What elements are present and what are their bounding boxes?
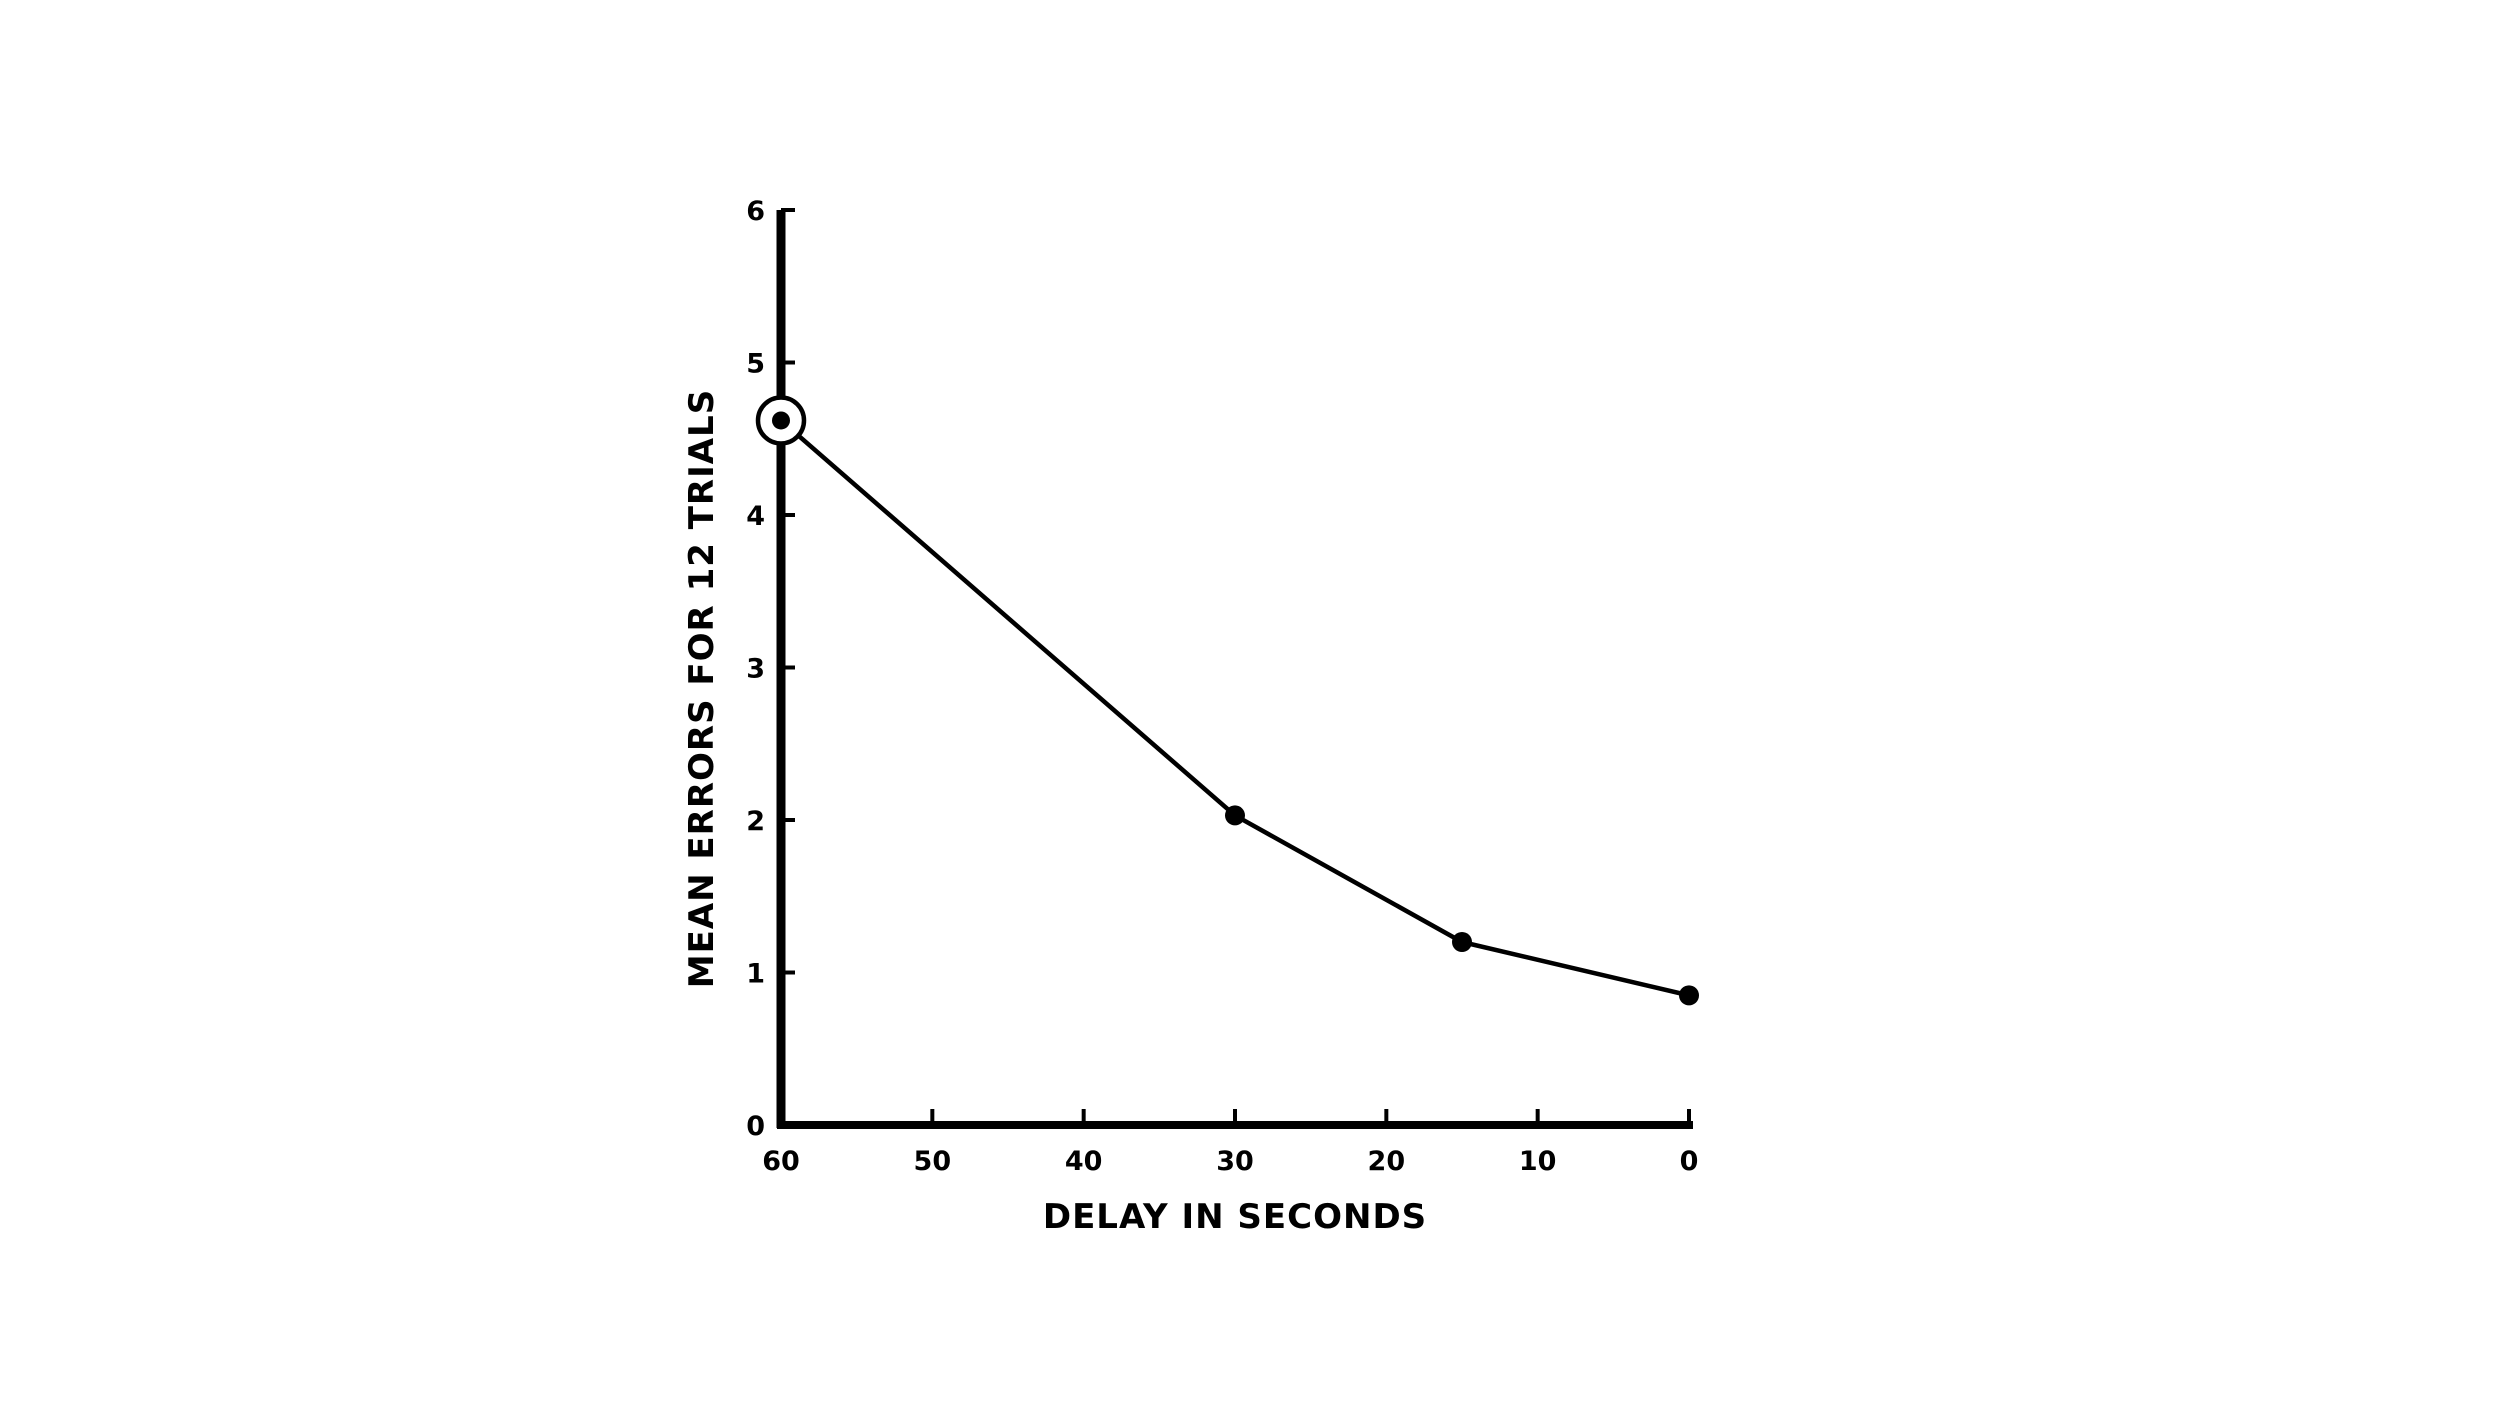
x-tick-label: 0	[1680, 1146, 1699, 1177]
data-point	[1225, 805, 1245, 826]
x-tick-label: 50	[914, 1146, 952, 1177]
x-tick-label: 60	[762, 1146, 800, 1177]
y-tick-label: 6	[746, 196, 765, 227]
x-tick-label: 10	[1519, 1146, 1557, 1177]
data-point-circled	[755, 395, 807, 446]
y-tick-label: 5	[746, 349, 765, 380]
x-tick-label: 30	[1216, 1146, 1254, 1177]
y-tick-label: 2	[746, 806, 765, 837]
series-layer	[755, 395, 1699, 1006]
x-tick-label: 20	[1368, 1146, 1406, 1177]
y-ticks: 0 1 2 3 4 5 6	[746, 196, 795, 1142]
y-tick-label: 1	[746, 959, 765, 990]
data-point	[1679, 985, 1699, 1006]
y-tick-label: 0	[746, 1111, 765, 1142]
x-tick-label: 40	[1065, 1146, 1103, 1177]
y-tick-label: 4	[746, 501, 765, 532]
axes	[776, 210, 1693, 1129]
x-ticks: 60 50 40 30 20 10 0	[762, 1109, 1698, 1177]
data-point	[772, 411, 790, 430]
data-point	[1452, 932, 1472, 952]
series-line	[779, 418, 1690, 998]
y-axis-title: MEAN ERRORS FOR 12 TRIALS	[682, 389, 722, 988]
x-axis-title: DELAY IN SECONDS	[1043, 1197, 1427, 1237]
y-tick-label: 3	[746, 654, 765, 685]
